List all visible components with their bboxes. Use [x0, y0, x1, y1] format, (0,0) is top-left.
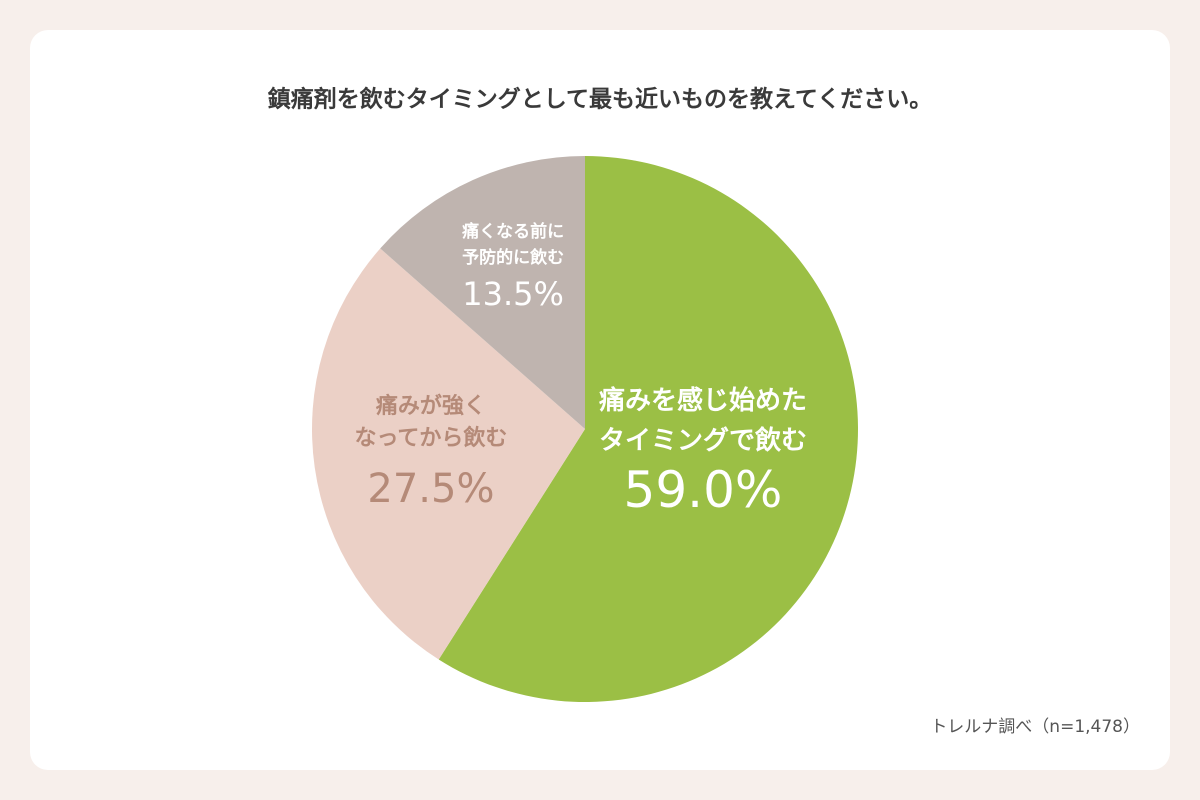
- pie-slice: [438, 156, 858, 702]
- value-label: 13.5%: [462, 275, 564, 313]
- value-label: 27.5%: [367, 466, 494, 512]
- pie-slice: [380, 156, 585, 429]
- source-note: トレルナ調べ（n=1,478）: [930, 717, 1140, 737]
- slice-label: なってから飲む: [354, 425, 507, 451]
- pie-slice: [311, 248, 585, 660]
- slice-label: 痛みを感じ始めた: [599, 385, 807, 416]
- slice-label: 痛くなる前に: [462, 221, 564, 242]
- chart-title: 鎮痛剤を飲むタイミングとして最も近いものを教えてください。: [268, 86, 932, 113]
- slice-label: 予防的に飲む: [462, 247, 564, 268]
- slice-label: タイミングで飲む: [599, 425, 807, 456]
- slice-label: 痛みが強く: [376, 393, 486, 419]
- value-label: 59.0%: [624, 461, 783, 519]
